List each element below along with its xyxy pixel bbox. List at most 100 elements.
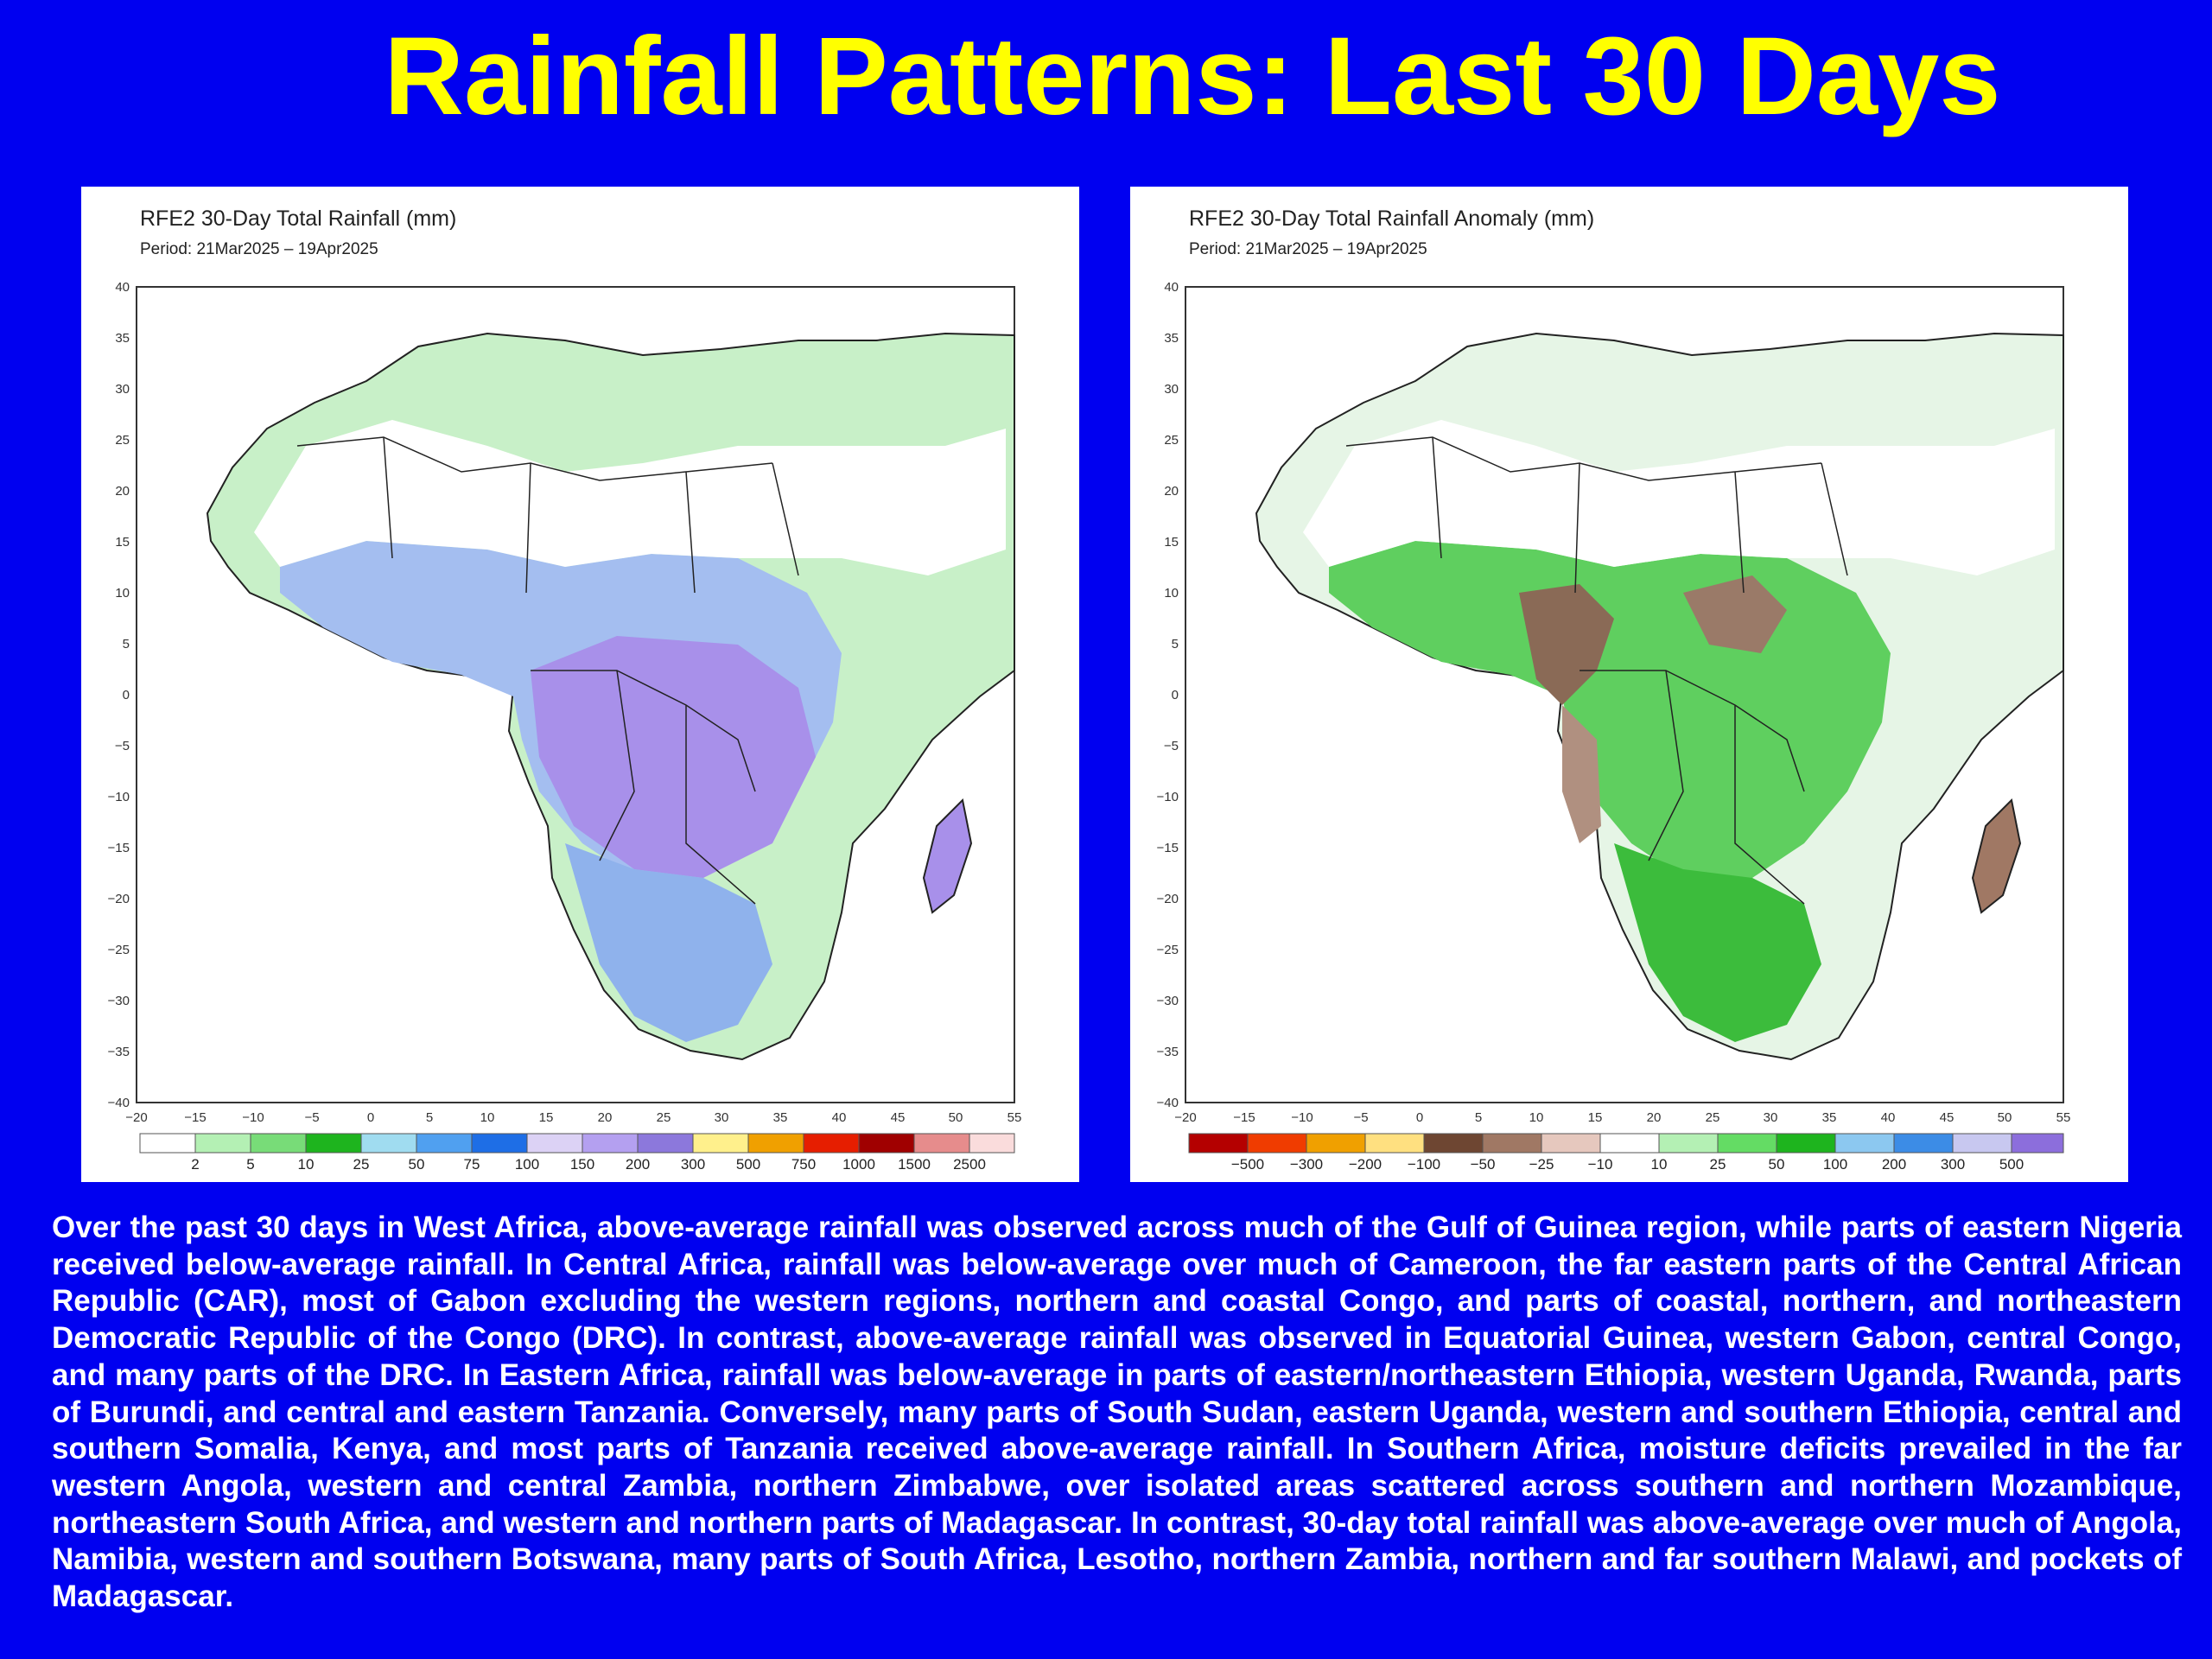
lat-tick-label: −20: [1157, 892, 1179, 906]
lon-tick-label: 50: [1998, 1110, 2012, 1125]
legend-label: −50: [1471, 1156, 1496, 1173]
map-frame: [1185, 286, 2064, 1103]
legend-swatch: [1893, 1133, 1954, 1154]
legend-swatch: [1247, 1133, 1307, 1154]
legend-label: −200: [1349, 1156, 1382, 1173]
map-title: RFE2 30-Day Total Rainfall (mm): [140, 207, 456, 231]
lon-tick-label: 15: [539, 1110, 554, 1125]
legend-swatch: [360, 1133, 417, 1154]
lon-tick-label: −10: [242, 1110, 264, 1125]
lat-tick-label: 0: [1172, 688, 1179, 702]
lat-tick-labels: 40 35 30 25 20 15 10 5 0 −5 −10 −15 −20 …: [108, 280, 130, 1110]
legend-label: 750: [791, 1156, 816, 1173]
lat-tick-label: −40: [1157, 1096, 1179, 1110]
legend-labels: −500 −300 −200 −100 −50 −25 −10 10 25 50…: [1231, 1156, 2024, 1173]
legend-label: −100: [1408, 1156, 1440, 1173]
lat-tick-label: 30: [115, 382, 130, 397]
lon-tick-labels: −20 −15 −10 −5 0 5 10 15 20 25 30 35 40 …: [1174, 1110, 2070, 1125]
lon-tick-label: 55: [1007, 1110, 1022, 1125]
lon-tick-label: 45: [891, 1110, 906, 1125]
legend-swatch: [747, 1133, 804, 1154]
lon-tick-label: 10: [1529, 1110, 1544, 1125]
lon-tick-labels: −20 −15 −10 −5 0 5 10 15 20 25 30 35 40 …: [125, 1110, 1021, 1125]
legend-label: 75: [464, 1156, 480, 1173]
lat-tick-label: 25: [115, 433, 130, 448]
legend-label: 300: [1941, 1156, 1965, 1173]
lat-tick-label: 30: [1164, 382, 1179, 397]
lat-tick-label: 25: [1164, 433, 1179, 448]
lat-tick-label: −15: [108, 841, 130, 855]
legend-swatch: [416, 1133, 473, 1154]
lat-tick-label: 10: [1164, 586, 1179, 601]
legend-swatch: [1599, 1133, 1660, 1154]
rainfall-anomaly-map-svg: RFE2 30-Day Total Rainfall Anomaly (mm) …: [1157, 207, 2071, 1173]
lon-tick-label: 20: [598, 1110, 613, 1125]
legend-labels: 2 5 10 25 50 75 100 150 200 300 500 750 …: [191, 1156, 986, 1173]
lon-tick-label: 45: [1940, 1110, 1955, 1125]
legend-label: 50: [1769, 1156, 1785, 1173]
lat-tick-label: −30: [1157, 994, 1179, 1008]
lon-tick-label: −5: [304, 1110, 319, 1125]
legend-swatch: [305, 1133, 362, 1154]
lon-tick-label: 40: [832, 1110, 847, 1125]
legend-label: 25: [1710, 1156, 1726, 1173]
legend-label: 10: [298, 1156, 315, 1173]
lat-tick-label: 15: [1164, 535, 1179, 550]
lat-tick-label: −10: [1157, 790, 1179, 804]
legend-swatch: [1834, 1133, 1895, 1154]
legend-colorbar: [139, 1133, 1015, 1154]
africa-landmass: [1255, 332, 2064, 1061]
lat-tick-label: −35: [1157, 1045, 1179, 1059]
lon-tick-label: 0: [1416, 1110, 1423, 1125]
lon-tick-label: −15: [1233, 1110, 1255, 1125]
legend-swatch: [692, 1133, 749, 1154]
lat-tick-label: −5: [1164, 739, 1179, 753]
lon-tick-label: 5: [426, 1110, 433, 1125]
legend-swatch: [1482, 1133, 1542, 1154]
slide-title: Rainfall Patterns: Last 30 Days: [384, 15, 2001, 138]
legend-label: 1500: [898, 1156, 931, 1173]
total-rainfall-map-svg: RFE2 30-Day Total Rainfall (mm) Period: …: [108, 207, 1022, 1173]
africa-landmass: [206, 332, 1015, 1061]
legend-label: 200: [1882, 1156, 1906, 1173]
lon-tick-label: 10: [480, 1110, 495, 1125]
lon-tick-label: 50: [949, 1110, 963, 1125]
legend-swatch: [526, 1133, 583, 1154]
lon-tick-label: 35: [773, 1110, 788, 1125]
rainfall-anomaly-map-panel: RFE2 30-Day Total Rainfall Anomaly (mm) …: [1130, 187, 2128, 1182]
lon-tick-label: 25: [1706, 1110, 1720, 1125]
lat-tick-label: 5: [123, 637, 130, 652]
lat-tick-label: 20: [115, 484, 130, 499]
lat-tick-label: 5: [1172, 637, 1179, 652]
legend-label: 50: [409, 1156, 425, 1173]
lat-tick-label: −10: [108, 790, 130, 804]
legend-swatch: [1541, 1133, 1601, 1154]
map-frame: [136, 286, 1015, 1103]
legend-label: 500: [1999, 1156, 2024, 1173]
lat-tick-label: −20: [108, 892, 130, 906]
country-borders: [1345, 436, 1848, 905]
lat-tick-label: 10: [115, 586, 130, 601]
lon-tick-label: 35: [1822, 1110, 1837, 1125]
legend-swatch: [1306, 1133, 1366, 1154]
legend-swatch: [1658, 1133, 1719, 1154]
legend-label: −300: [1290, 1156, 1323, 1173]
country-borders: [296, 436, 799, 905]
map-title: RFE2 30-Day Total Rainfall Anomaly (mm): [1189, 207, 1594, 231]
lon-tick-label: 0: [367, 1110, 374, 1125]
legend-label: 100: [1823, 1156, 1847, 1173]
legend-swatch: [1717, 1133, 1777, 1154]
legend-label: −10: [1588, 1156, 1613, 1173]
lat-tick-label: 35: [1164, 331, 1179, 346]
legend-swatch: [637, 1133, 694, 1154]
legend-label: 2500: [953, 1156, 986, 1173]
lat-tick-label: −25: [1157, 943, 1179, 957]
legend-swatch: [139, 1133, 196, 1154]
map-period: Period: 21Mar2025 – 19Apr2025: [1189, 240, 1427, 258]
lat-tick-label: 35: [115, 331, 130, 346]
total-rainfall-map-panel: RFE2 30-Day Total Rainfall (mm) Period: …: [81, 187, 1079, 1182]
lon-tick-label: −10: [1291, 1110, 1313, 1125]
legend-swatch: [858, 1133, 915, 1154]
lat-tick-label: −40: [108, 1096, 130, 1110]
lon-tick-label: 55: [2056, 1110, 2071, 1125]
